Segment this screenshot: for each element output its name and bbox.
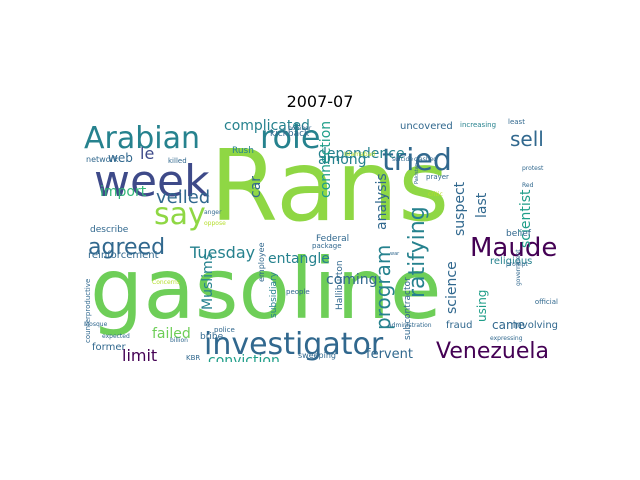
word-tuesday: Tuesday (189, 243, 255, 262)
word-ratifying: ratifying (405, 206, 430, 298)
word-involving: involving (513, 320, 558, 331)
word-expected: expected (102, 333, 130, 340)
word-connection: connection (318, 121, 334, 198)
word-package: package (312, 242, 342, 250)
word-police: police (214, 326, 235, 334)
word-describe: describe (90, 225, 129, 235)
word-dependence: dependence (318, 146, 405, 162)
word-subsidiary: subsidiary (269, 271, 279, 318)
word-venezuela: Venezuela (436, 339, 549, 362)
word-agreed: agreed (88, 235, 165, 260)
word-billion: billion (170, 337, 188, 344)
word-religious: religious (490, 256, 532, 267)
word-investigator: investigator (204, 327, 384, 362)
word-official: official (535, 298, 558, 306)
word-government: government (515, 249, 522, 286)
word-complicated: complicated (224, 118, 310, 134)
word-belief: belief (506, 229, 532, 239)
word-uncovered: uncovered (400, 121, 453, 132)
word-fervent: fervent (366, 347, 413, 362)
word-federal: Federal (316, 234, 349, 244)
word-increasing: increasing (460, 121, 496, 129)
word-say: say (154, 197, 206, 232)
word-science: science (444, 261, 460, 314)
word-counterproductive: counterproductive (84, 279, 92, 343)
word-former: former (92, 342, 126, 353)
word-gasoline: gasoline (90, 240, 442, 338)
word-critic: critic (428, 191, 443, 198)
word-last: last (474, 192, 490, 218)
word-maude: Maude (470, 233, 557, 263)
chart-title: 2007-07 (286, 92, 354, 111)
word-came: came (492, 318, 525, 332)
word-least: least (508, 118, 525, 126)
word-prayer: prayer (426, 173, 449, 181)
word-rush: Rush (232, 146, 254, 156)
word-people: people (286, 288, 310, 296)
word-sell: sell (510, 127, 544, 151)
word-entangle: entangle (268, 251, 330, 267)
word-program: program (371, 245, 395, 330)
word-administration: administration (388, 322, 432, 329)
word-protest: protest (522, 165, 544, 172)
word-among: among (318, 152, 367, 168)
word-clashed: clashed (414, 156, 437, 163)
word-car: car (248, 176, 264, 198)
word-le: le (140, 144, 154, 163)
word-suspect: suspect (452, 181, 468, 236)
word-pakistan: Pakistan (414, 163, 420, 184)
word-killed: killed (168, 157, 187, 165)
word-limit: limit (122, 346, 157, 362)
word-kickback: kickback (270, 129, 310, 139)
word-mosque: Mosque (84, 321, 108, 328)
word-anger: anger (204, 209, 222, 216)
word-using: using (475, 290, 489, 322)
word-sweeping: sweeping (298, 351, 336, 360)
word-reinforcement: reinforcement (88, 250, 159, 261)
word-oppose: oppose (204, 220, 226, 227)
word-war: war (390, 251, 400, 257)
word-prompt: prompt (506, 261, 528, 268)
word-fraud: fraud (446, 320, 472, 331)
word-veiled: veiled (156, 187, 210, 208)
word-expressing: expressing (490, 335, 523, 342)
word-web: web (108, 151, 133, 165)
word-kbr: KBR (186, 354, 200, 362)
word-role: role (260, 118, 321, 156)
word-concerns: Concerns (152, 279, 180, 286)
word-arabian: Arabian (84, 121, 200, 156)
word-islamabad: Islamabad (344, 151, 375, 158)
word-bribe: bribe (200, 332, 224, 342)
word-rans: Rans (210, 130, 449, 244)
word-tried: tried (382, 143, 452, 178)
word-muslims: Muslims (200, 253, 216, 310)
word-suicide: suicide (392, 156, 413, 163)
word-subcontractor: subcontractor (403, 277, 413, 340)
word-week: week (94, 156, 210, 207)
word-bomber: bomber (288, 125, 312, 132)
word-analysis: analysis (374, 173, 390, 230)
word-network: network (86, 155, 119, 164)
word-halliburton: Halliburton (335, 260, 345, 310)
word-red: Red (522, 182, 534, 189)
word-scientist: scientist (518, 189, 534, 248)
word-failed: failed (152, 326, 191, 342)
word-import: import (100, 184, 147, 200)
word-conviction: conviction (208, 353, 280, 362)
word-coming: coming (326, 272, 378, 288)
word-employee: employee (257, 242, 266, 282)
